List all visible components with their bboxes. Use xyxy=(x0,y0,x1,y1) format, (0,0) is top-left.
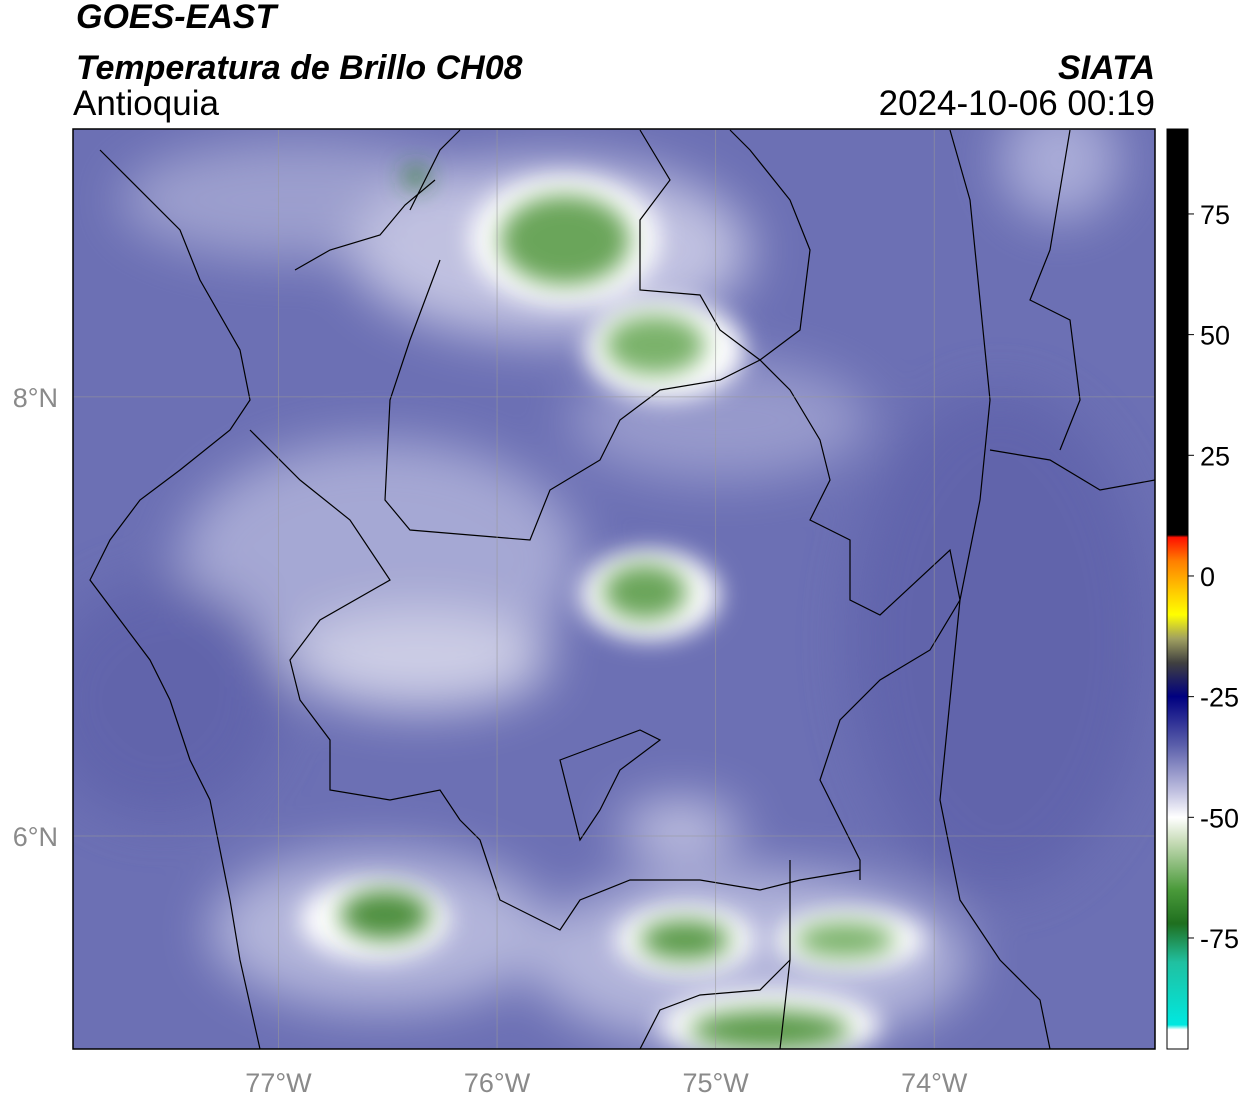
satellite-image xyxy=(73,129,1155,1049)
title: GOES-EAST xyxy=(76,0,279,36)
colorbar-tick-label: 75 xyxy=(1200,200,1230,230)
subtitle: Temperatura de Brillo CH08 xyxy=(76,49,523,87)
lat-tick-label: 6°N xyxy=(13,822,58,852)
colorbar-tick-label: -50 xyxy=(1200,803,1239,833)
datetime: 2024-10-06 00:19 xyxy=(879,84,1155,123)
lon-tick-label: 75°W xyxy=(682,1068,749,1098)
lat-tick-label: 8°N xyxy=(13,383,58,413)
source: SIATA xyxy=(1058,49,1155,87)
colorbar-tick-label: 0 xyxy=(1200,562,1215,592)
colorbar-tick-label: -75 xyxy=(1200,924,1239,954)
lon-tick-label: 76°W xyxy=(464,1068,531,1098)
colorbar-tick-label: -25 xyxy=(1200,683,1239,713)
map-frame xyxy=(72,128,1156,1050)
colorbar-tick-label: 50 xyxy=(1200,321,1230,351)
region: Antioquia xyxy=(73,84,219,123)
lon-tick-label: 77°W xyxy=(245,1068,312,1098)
colorbar-tick-label: 25 xyxy=(1200,441,1230,471)
lon-tick-label: 74°W xyxy=(901,1068,968,1098)
colorbar xyxy=(1166,128,1189,1050)
